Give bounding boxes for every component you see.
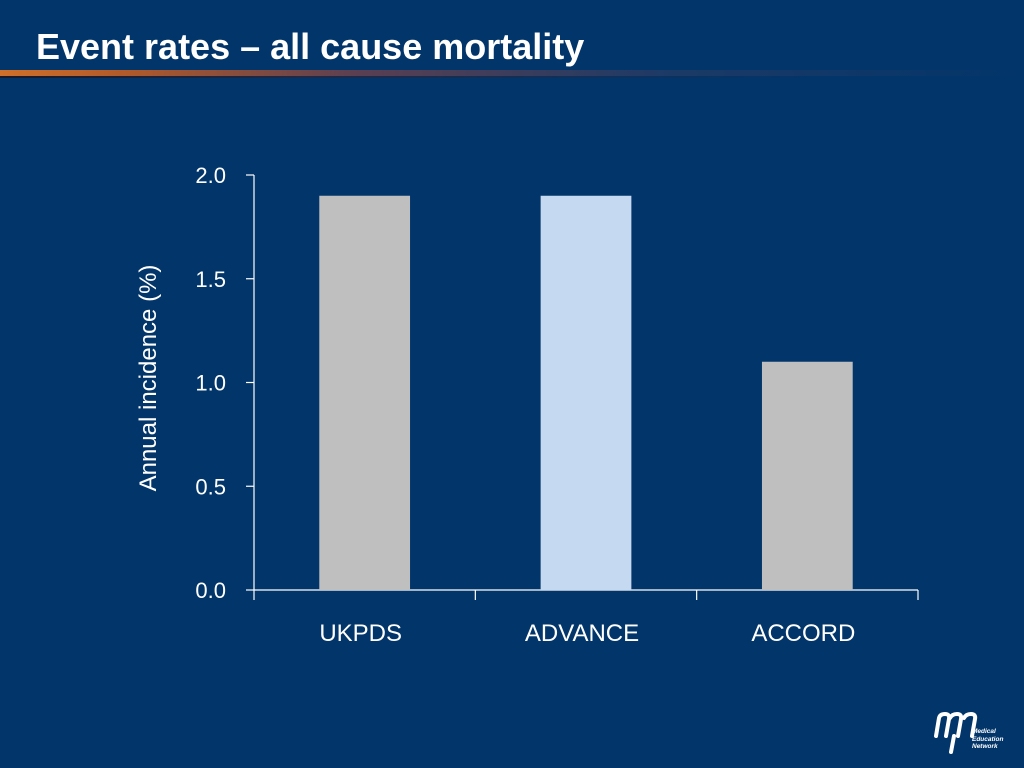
slide-title: Event rates – all cause mortality (36, 26, 585, 67)
x-category-label: ACCORD (751, 620, 855, 647)
title-underline-shadow (0, 76, 1024, 78)
medical-education-network-logo (934, 711, 978, 754)
logo-caption-line: Education (972, 735, 1004, 743)
y-tick-label: 2.0 (195, 163, 226, 188)
y-tick-label: 0.0 (195, 578, 226, 603)
title-underline (0, 70, 1024, 76)
logo-caption-line: Network (972, 743, 998, 750)
bars (319, 195, 853, 590)
y-tick-label: 1.0 (195, 371, 226, 396)
bar-accord (761, 361, 853, 590)
logo-caption-line: Medical (972, 728, 996, 735)
y-axis-label: Annual incidence (%) (135, 265, 162, 492)
x-category-label: ADVANCE (525, 620, 639, 647)
y-tick-label: 0.5 (195, 474, 226, 499)
x-axis: UKPDS ADVANCE ACCORD (253, 589, 919, 647)
y-axis: 0.0 0.5 1.0 1.5 2.0 (195, 163, 255, 603)
y-tick-label: 1.5 (195, 267, 226, 292)
x-category-label: UKPDS (319, 620, 402, 647)
bar-ukpds (319, 195, 411, 590)
bar-advance (540, 195, 632, 590)
logo-caption: Medical Education Network (972, 728, 1003, 751)
